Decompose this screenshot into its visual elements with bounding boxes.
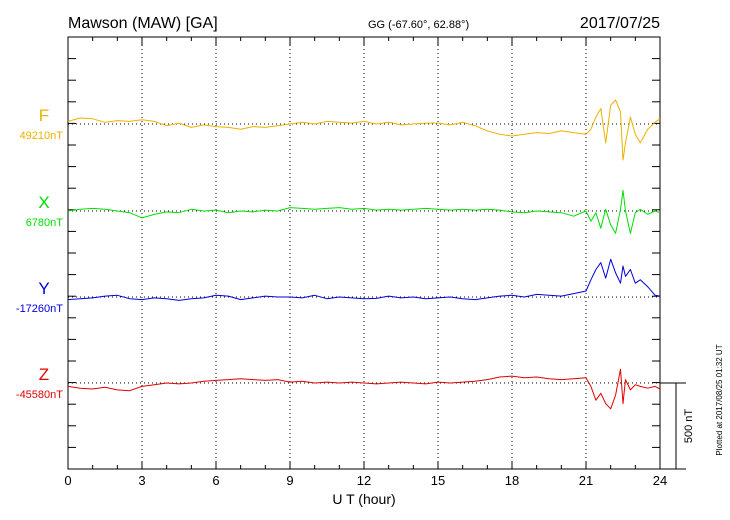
x-tick-label: 9	[286, 473, 293, 488]
scale-bar-label: 500 nT	[683, 409, 695, 444]
series-line-x	[67, 189, 661, 234]
station-title: Mawson (MAW) [GA]	[68, 15, 218, 32]
series-line-z	[67, 368, 661, 410]
series-baseline-f: 49210nT	[20, 130, 64, 142]
date-label: 2017/07/25	[580, 15, 660, 32]
x-tick-label: 24	[653, 473, 667, 488]
series-lines	[67, 99, 661, 410]
series-name-z: Z	[39, 365, 49, 384]
x-tick-label: 3	[138, 473, 145, 488]
series-name-x: X	[38, 193, 49, 212]
series-name-f: F	[39, 106, 49, 125]
series-line-f	[67, 99, 661, 161]
plotted-timestamp: Plotted at 2017/08/25 01:32 UT	[715, 344, 724, 455]
x-tick-labels: 0 3 6 9 12 15 18 21 24	[64, 473, 667, 488]
series-labels: F 49210nT X 6780nT Y -17260nT Z -45580nT	[16, 106, 63, 401]
series-baseline-z: -45580nT	[16, 389, 63, 401]
x-tick-label: 21	[579, 473, 593, 488]
series-baseline-x: 6780nT	[26, 217, 64, 229]
x-tick-label: 0	[64, 473, 71, 488]
series-baseline-y: -17260nT	[16, 303, 63, 315]
x-tick-label: 15	[431, 473, 445, 488]
series-name-y: Y	[38, 279, 49, 298]
series-line-y	[67, 258, 661, 301]
x-axis-label: U T (hour)	[332, 491, 395, 507]
x-tick-label: 6	[212, 473, 219, 488]
station-coords: GG (-67.60°, 62.88°)	[368, 19, 469, 31]
scale-bar: 500 nT	[660, 382, 695, 470]
x-grid	[141, 37, 587, 469]
x-tick-label: 12	[357, 473, 371, 488]
x-tick-label: 18	[505, 473, 519, 488]
